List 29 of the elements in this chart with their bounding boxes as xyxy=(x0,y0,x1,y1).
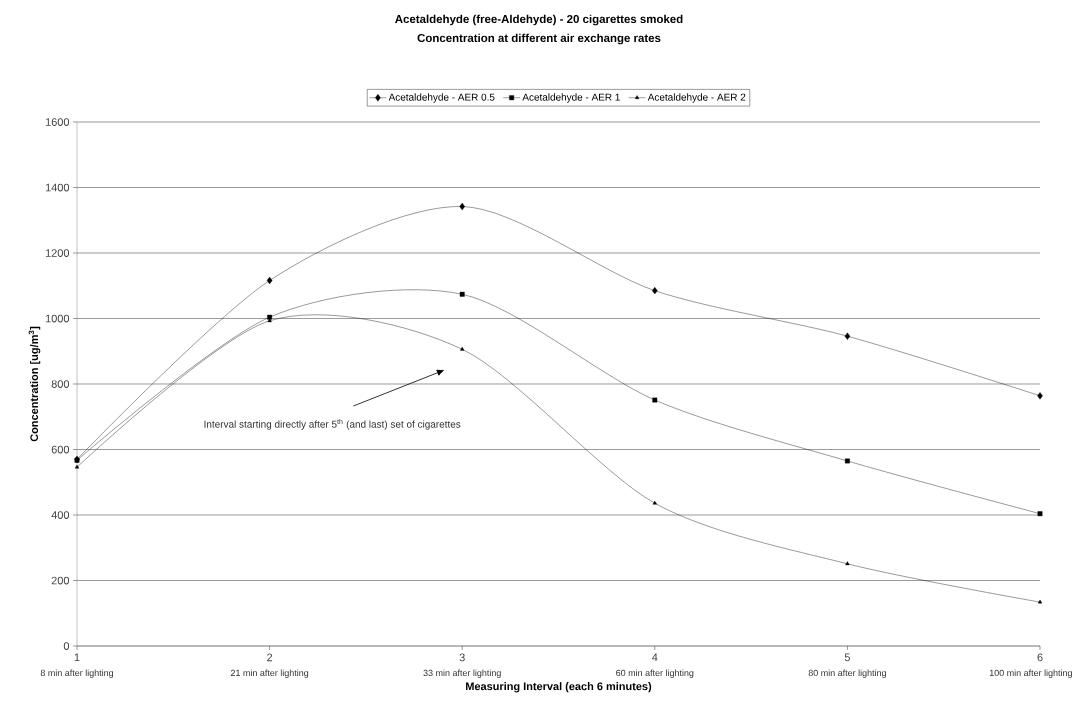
x-tick-label: 2 xyxy=(267,653,273,662)
y-tick-label: 0 xyxy=(63,642,70,650)
y-tick-label: 200 xyxy=(51,576,70,585)
y-tick-label: 400 xyxy=(51,511,70,519)
x-tick-label: 1 xyxy=(74,653,80,662)
legend-label: Acetaldehyde - AER 2 xyxy=(647,93,746,103)
x-tick-label: 3 xyxy=(459,653,465,662)
x-tick-label: 6 xyxy=(1037,653,1043,662)
chart-title: Acetaldehyde (free-Aldehyde) - 20 cigarettes smoked xyxy=(395,14,683,26)
text: 33 min after lighting xyxy=(423,669,501,678)
x-axis-title: Measuring Interval (each 6 minutes) xyxy=(466,682,652,693)
y-tick-label: 1000 xyxy=(45,314,70,323)
annotation: Interval starting directly after 5$^{th}$ (and last) set of cigarettes xyxy=(204,418,461,430)
x-tick-label: 4 xyxy=(652,653,658,662)
text: 100 min after lighting xyxy=(989,669,1072,678)
text: 80 min after lighting xyxy=(808,669,886,678)
y-tick-label: 800 xyxy=(51,380,70,388)
x-tick-label: 5 xyxy=(844,653,850,662)
y-tick-label: 1200 xyxy=(45,249,70,257)
text: 60 min after lighting xyxy=(616,669,694,678)
y-axis-title: Concentration [ug/m$^{3}$] xyxy=(28,326,41,442)
chart-subtitle: Concentration at different air exchange rates xyxy=(417,33,661,45)
legend-label: Acetaldehyde - AER 1 xyxy=(522,93,620,103)
legend-label: Acetaldehyde - AER 0.5 xyxy=(388,93,495,103)
text: 21 min after lighting xyxy=(230,669,309,678)
text: 8 min after lighting xyxy=(40,669,114,678)
y-tick-label: 600 xyxy=(51,445,70,454)
y-tick-label: 1600 xyxy=(45,118,70,126)
y-tick-label: 1400 xyxy=(45,183,70,192)
